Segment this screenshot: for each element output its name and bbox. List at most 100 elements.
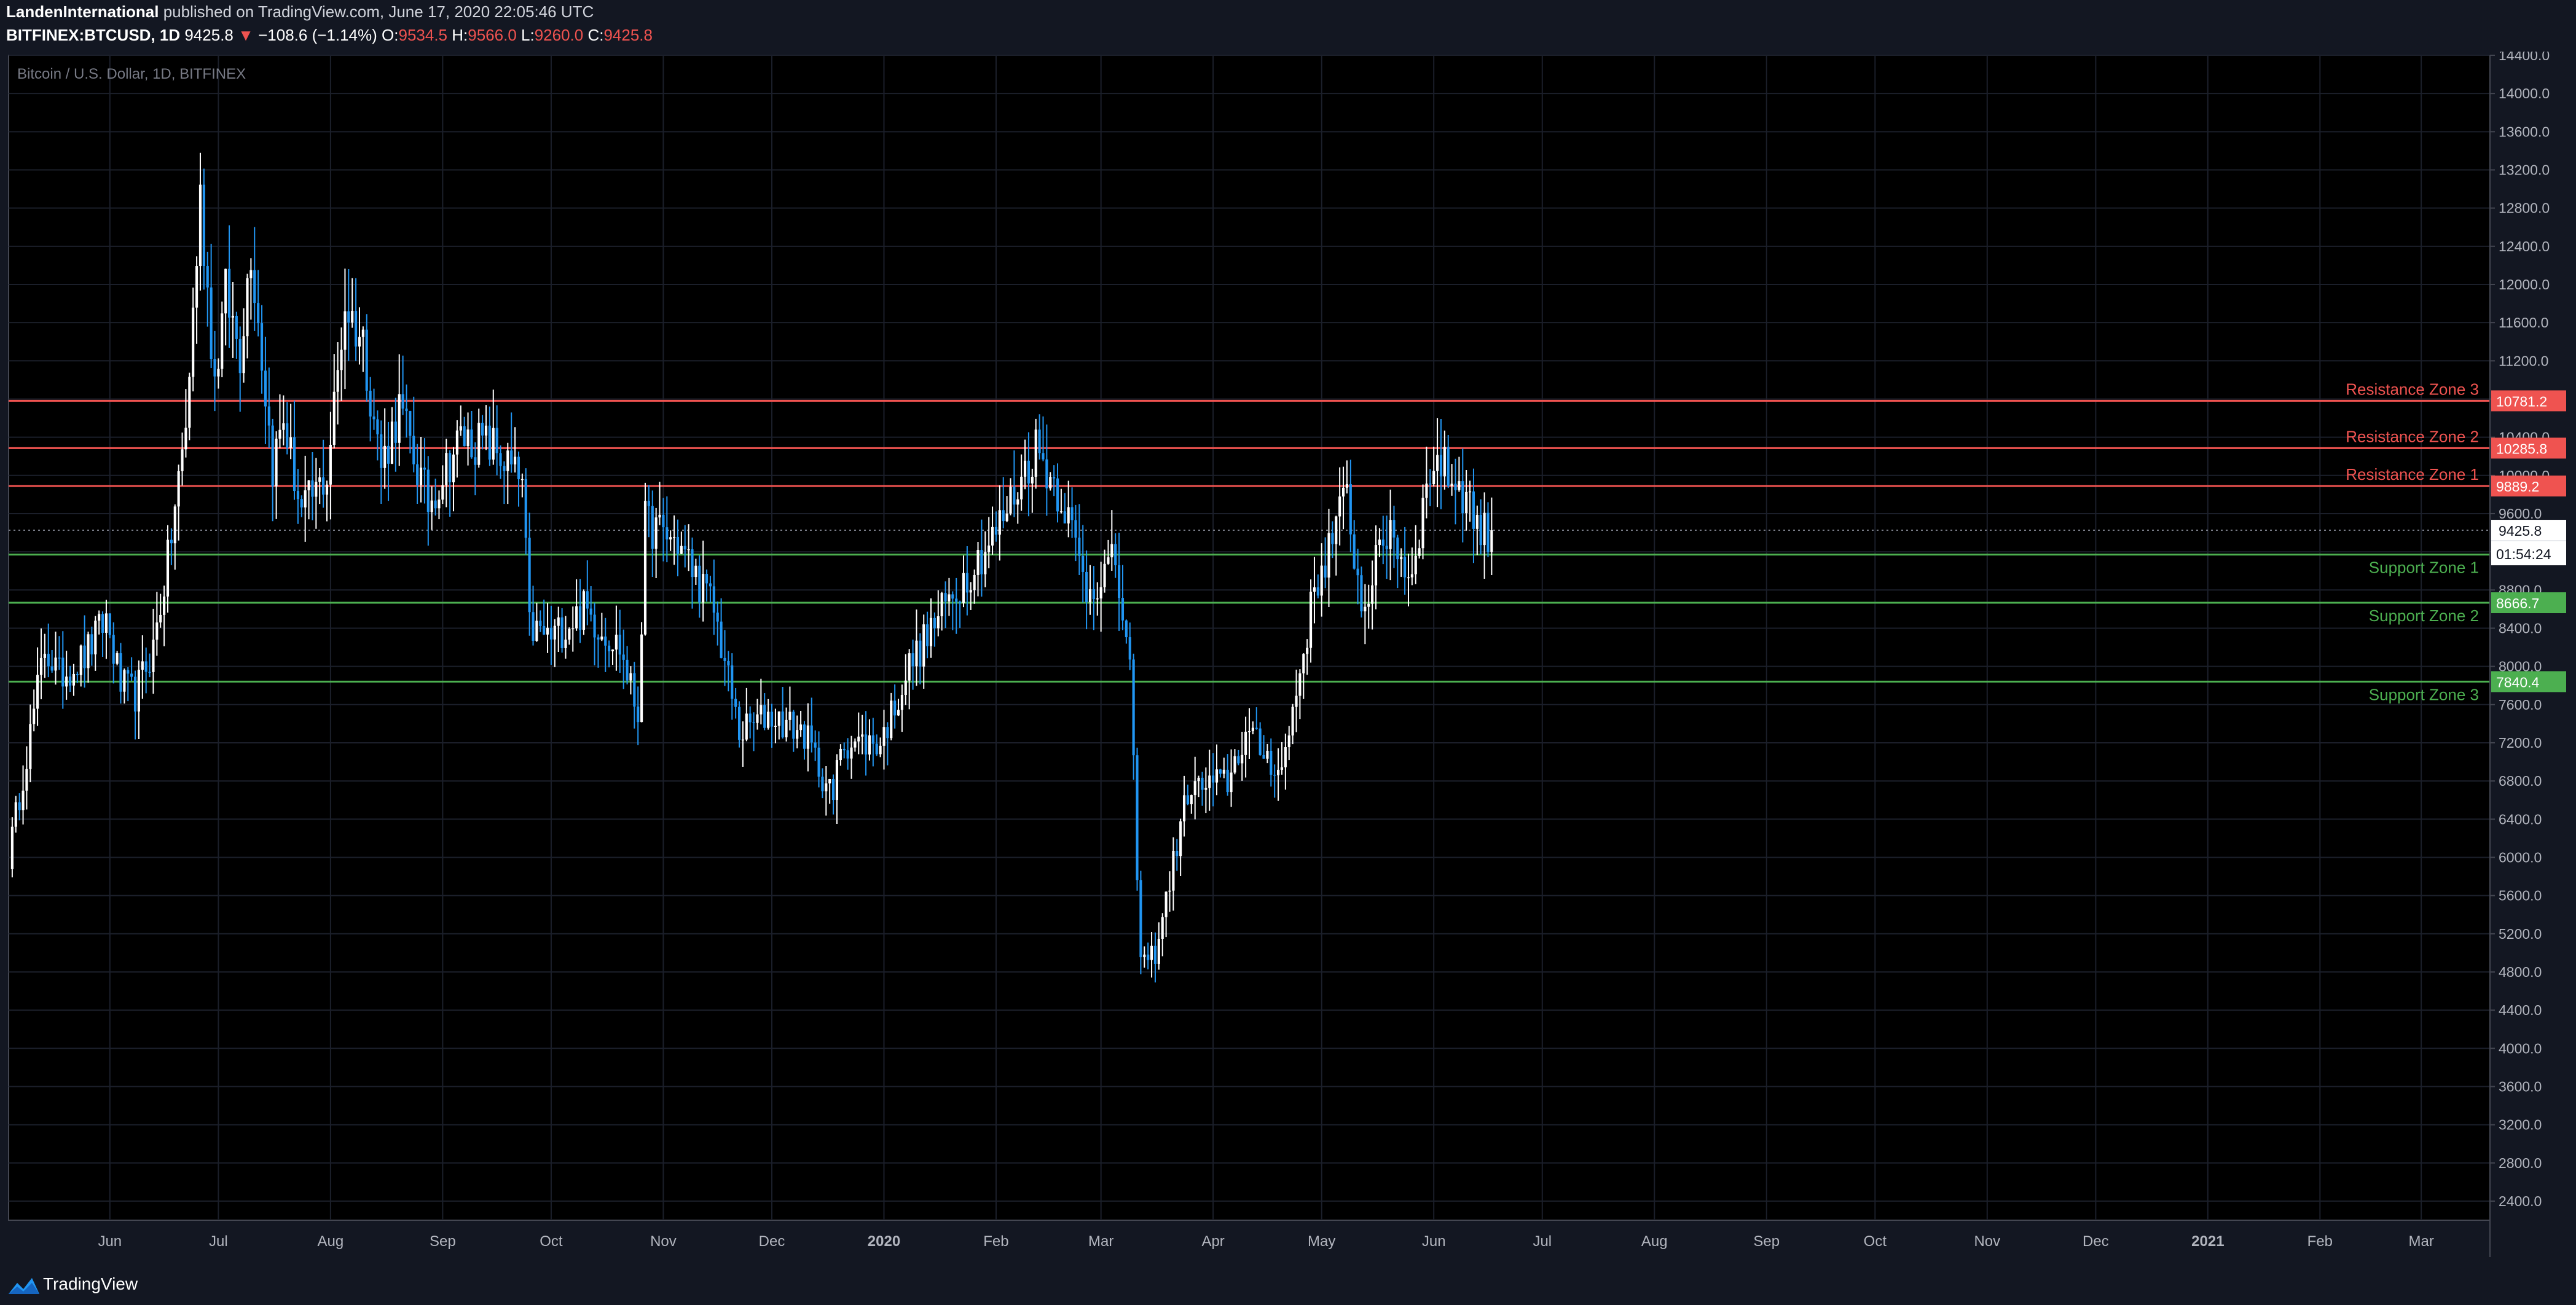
candle: [253, 227, 256, 331]
candle: [578, 579, 582, 643]
candle: [1161, 913, 1164, 957]
candle: [539, 610, 542, 632]
candle: [137, 660, 140, 739]
candle: [857, 712, 860, 754]
candle: [340, 327, 343, 401]
candle: [637, 686, 640, 745]
candle: [973, 569, 976, 604]
symbol-label[interactable]: BITFINEX:BTCUSD, 1D: [6, 26, 181, 44]
candle: [488, 406, 491, 466]
candle: [1414, 525, 1417, 584]
candle: [1219, 769, 1222, 778]
candle: [405, 384, 408, 438]
candle: [694, 558, 697, 585]
candle: [734, 688, 737, 719]
candle: [1013, 450, 1016, 517]
candle: [1410, 547, 1413, 586]
candle: [1335, 515, 1338, 576]
y-tick-label: 6800.0: [2499, 773, 2542, 789]
candle: [213, 331, 216, 412]
candle: [426, 456, 430, 546]
candle: [654, 508, 658, 579]
y-tick-label: 4000.0: [2499, 1040, 2542, 1056]
candle: [575, 579, 578, 631]
candle: [666, 496, 669, 563]
candle: [112, 622, 115, 684]
candle: [1092, 566, 1095, 630]
candle: [275, 431, 278, 519]
chart-pane[interactable]: [8, 55, 2491, 1221]
time-axis[interactable]: Jun Jul Aug Sep Oct Nov Dec 2020 Feb Mar Apr May Jun…: [98, 1233, 2433, 1250]
candle: [264, 337, 267, 444]
x-tick-label: Oct: [1864, 1233, 1887, 1250]
candle: [1182, 775, 1186, 837]
candle: [1327, 508, 1330, 607]
candle: [1132, 653, 1135, 780]
candle: [1458, 457, 1461, 492]
candle: [449, 450, 452, 517]
candle: [785, 707, 788, 742]
candle: [817, 731, 820, 788]
level-label: Support Zone 1: [2369, 558, 2479, 577]
candle: [1049, 472, 1052, 491]
candle: [1197, 775, 1200, 798]
candle: [842, 742, 846, 759]
y-tick-label: 6400.0: [2499, 811, 2542, 827]
candle: [1392, 506, 1396, 568]
candle: [593, 602, 596, 665]
candle: [72, 664, 76, 696]
x-tick-label: May: [1308, 1233, 1335, 1250]
candle: [1400, 548, 1403, 577]
x-tick-label: Aug: [318, 1233, 344, 1250]
tradingview-logo-icon[interactable]: [7, 1276, 41, 1296]
candle: [1143, 946, 1146, 968]
candle: [1432, 447, 1435, 487]
candle: [304, 455, 307, 542]
candle: [282, 395, 285, 445]
candle: [839, 744, 842, 766]
candle: [148, 653, 151, 678]
y-tick-label: 8400.0: [2499, 620, 2542, 636]
candle: [33, 689, 36, 732]
svg-text:7840.4: 7840.4: [2496, 674, 2540, 690]
candle: [1230, 749, 1233, 807]
tradingview-brand[interactable]: TradingView: [43, 1274, 138, 1293]
price-badges: 10781.210285.89889.29170.78666.77840.494…: [2491, 390, 2566, 692]
level-price-badge: 9889.2: [2491, 476, 2566, 497]
candle: [1136, 747, 1139, 891]
candle: [1179, 818, 1182, 877]
candle: [1059, 488, 1062, 514]
candle: [221, 301, 224, 378]
candle: [821, 768, 824, 799]
level-price-badge: 10285.8: [2491, 437, 2566, 459]
candle: [372, 388, 375, 430]
candle: [1139, 871, 1142, 974]
candle: [828, 778, 831, 804]
candle: [687, 524, 690, 571]
candle: [643, 482, 647, 636]
x-tick-label: Oct: [540, 1233, 563, 1250]
candle: [1038, 414, 1041, 460]
candle: [1291, 703, 1294, 745]
price-axis[interactable]: 2400.0 2800.0 3200.0 3600.0 4000.0 4400.0 4800…: [2490, 52, 2550, 1209]
candle: [647, 485, 650, 538]
candle: [1465, 470, 1468, 531]
candle: [1208, 750, 1211, 811]
candle: [1396, 535, 1399, 589]
author-name[interactable]: LandenInternational: [6, 2, 159, 21]
x-tick-label: 2021: [2191, 1233, 2224, 1250]
x-tick-label: Dec: [2083, 1233, 2109, 1250]
candle: [1193, 756, 1196, 820]
candle: [1085, 550, 1088, 630]
candle: [463, 417, 466, 447]
candle: [1190, 794, 1193, 814]
candle: [242, 308, 245, 383]
candle: [1168, 871, 1171, 912]
x-tick-label: Sep: [1753, 1233, 1780, 1250]
candle: [434, 479, 437, 516]
candle: [195, 256, 198, 344]
x-tick-label: Jul: [209, 1233, 228, 1250]
candle: [951, 591, 954, 630]
x-tick-label: 2020: [868, 1233, 900, 1250]
price-chart[interactable]: Resistance Zone 3 Resistance Zone 2 Resist…: [0, 52, 2576, 1266]
